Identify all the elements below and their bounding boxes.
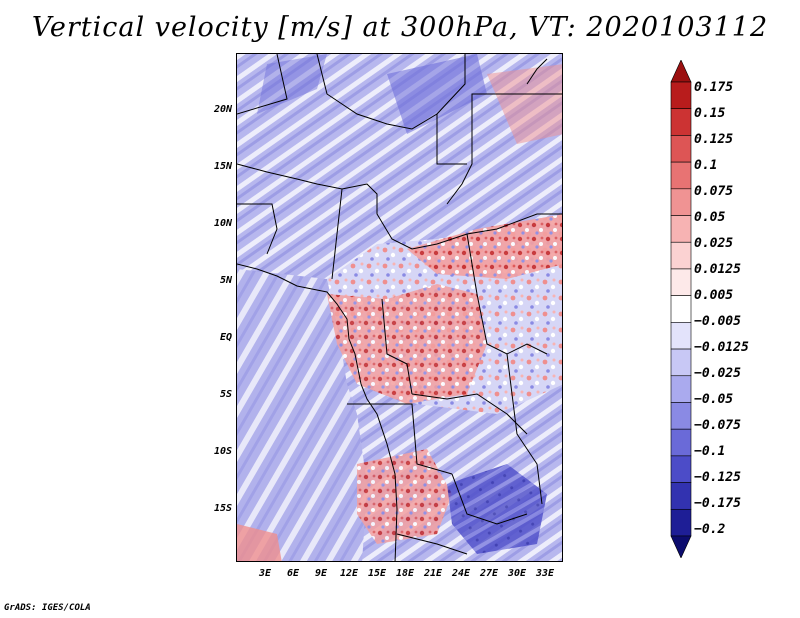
colorbar-label: 0.0125 (694, 262, 741, 277)
colorbar-segment (670, 402, 692, 430)
x-axis-label: 15E (367, 568, 387, 579)
map-title: Vertical velocity [m/s] at 300hPa, VT: 2… (31, 12, 769, 43)
colorbar-label: −0.005 (694, 314, 741, 329)
colorbar-label: 0.15 (694, 106, 726, 121)
colorbar-segment (670, 241, 692, 270)
colorbar-segment (670, 161, 692, 190)
colorbar-segment (670, 322, 692, 350)
x-axis-label: 3E (258, 568, 272, 579)
x-axis-label: 18E (395, 568, 415, 579)
colorbar-segment (670, 215, 692, 243)
colorbar-label: −0.075 (694, 418, 741, 433)
colorbar-label: 0.075 (694, 184, 734, 199)
x-axis-label: 21E (423, 568, 443, 579)
y-axis-label: 20N (213, 104, 232, 115)
colorbar-label: −0.2 (694, 522, 726, 537)
colorbar-segment (670, 81, 692, 110)
colorbar-label: −0.025 (694, 366, 741, 381)
colorbar-label: 0.025 (694, 236, 734, 251)
colorbar-label: −0.05 (694, 392, 734, 407)
colorbar-segment (670, 508, 692, 537)
vertical-velocity-field (237, 54, 562, 561)
colorbar-segment (670, 348, 692, 377)
colorbar-top-triangle (670, 60, 692, 83)
colorbar (670, 60, 692, 558)
y-axis-label: 5S (219, 389, 232, 400)
y-axis-label: 5N (219, 275, 232, 286)
x-axis-label: 6E (286, 568, 300, 579)
y-axis-label: 15S (213, 503, 232, 514)
x-axis-label: 24E (451, 568, 471, 579)
colorbar-segment (670, 375, 692, 403)
x-axis-label: 27E (479, 568, 499, 579)
colorbar-label: 0.175 (694, 80, 734, 95)
colorbar-segment (670, 108, 692, 136)
colorbar-segment (670, 268, 692, 296)
colorbar-label: −0.1 (694, 444, 726, 459)
colorbar-label: 0.05 (694, 210, 726, 225)
y-axis-label: 15N (213, 161, 232, 172)
grads-credit: GrADS: IGES/COLA (4, 603, 91, 613)
colorbar-segment (670, 188, 692, 216)
x-axis-label: 9E (314, 568, 328, 579)
x-axis-label: 30E (507, 568, 527, 579)
y-axis-label: EQ (219, 332, 232, 343)
y-axis-label: 10S (213, 446, 232, 457)
colorbar-label: −0.125 (694, 470, 741, 485)
map-plot-area (236, 53, 563, 562)
colorbar-label: −0.175 (694, 496, 741, 511)
y-axis-label: 10N (213, 218, 232, 229)
x-axis-label: 12E (339, 568, 359, 579)
colorbar-label: −0.0125 (694, 340, 749, 355)
colorbar-label: 0.005 (694, 288, 734, 303)
x-axis-label: 33E (535, 568, 555, 579)
colorbar-bottom-triangle (670, 535, 692, 558)
colorbar-segment (670, 482, 692, 510)
colorbar-segment (670, 455, 692, 483)
colorbar-label: 0.125 (694, 132, 734, 147)
colorbar-segment (670, 295, 692, 323)
colorbar-label: 0.1 (694, 158, 718, 173)
colorbar-segment (670, 135, 692, 163)
colorbar-segment (670, 428, 692, 457)
